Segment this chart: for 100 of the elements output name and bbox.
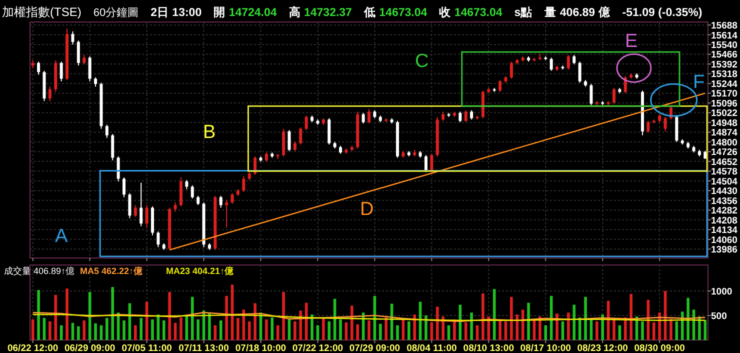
bar [464,322,468,340]
text: -51.09 (-0.35%) [622,7,702,19]
bar [601,314,604,340]
x-tick-label: 07/18 10:00 [235,343,286,353]
bar [442,316,444,340]
bar [94,323,97,340]
x-tick-label: 08/17 10:00 [520,343,571,353]
annotation: C [415,51,429,72]
bar [396,325,399,340]
bar [516,314,519,340]
bar [248,321,251,340]
candlestick [458,111,462,123]
text: 量 406.89 億 [544,5,612,19]
candlestick [282,128,286,157]
bar [378,324,382,340]
candlestick [174,202,177,212]
candlestick [293,141,296,152]
bar [487,316,490,340]
bar [151,319,154,340]
y-tick-label: 14060 [711,234,738,246]
bar [106,318,108,340]
chart-subtitle: 60分鐘圖 [93,7,139,19]
candlestick [566,54,570,70]
y-tick-label: 14800 [711,137,738,148]
bar [413,314,416,340]
bar [122,320,126,340]
bar [572,304,576,340]
candlestick [196,195,200,206]
candlestick [646,120,650,134]
bar [482,293,484,340]
candlestick [82,54,86,65]
candlestick [179,176,182,207]
y-tick-label: 15244 [711,78,738,90]
y-tick-label: 14874 [711,128,738,139]
candlestick [264,152,268,162]
bar [527,302,530,340]
candlestick [442,111,445,122]
x-tick-label: 08/10 13:00 [463,343,514,353]
bar [282,292,285,340]
bar [498,319,502,340]
y-tick-label: 14282 [711,206,738,217]
candlestick [145,204,148,228]
bar [510,296,513,340]
candlestick [37,61,40,76]
bar [219,320,222,340]
bar [310,314,314,340]
bar [77,326,80,340]
y-tick-label: 14356 [711,196,738,207]
candlestick [578,61,582,84]
candlestick [156,230,160,248]
bar [624,317,627,340]
bar [686,298,690,340]
candlestick [675,115,678,142]
bar [424,315,428,340]
text: MA23 404.21↑億 [166,266,235,276]
bar [612,319,616,340]
candlestick [299,126,302,146]
bar [162,320,166,340]
bar [339,319,342,340]
candlestick [590,83,593,106]
candlestick [225,199,228,228]
bar [538,316,542,340]
bar [48,321,52,340]
candlestick [612,87,616,104]
y-tick-label: 15318 [711,69,738,80]
candlestick [134,204,137,218]
annotation: E [625,31,638,52]
x-tick-label: 08/23 12:00 [577,343,628,353]
x-tick-label: 06/29 09:00 [64,343,116,353]
bar [356,324,360,340]
x-tick-label: 07/22 12:00 [292,343,344,353]
candlestick [48,86,52,102]
bar [54,294,58,340]
bar [190,296,194,340]
bar [66,288,68,340]
y-tick-label: 14430 [711,186,738,198]
text: 收 14673.04 [439,6,503,19]
text: 2日 13:00 [150,6,202,19]
candlestick [185,180,188,190]
y-tick-label: 14208 [711,215,738,226]
text: 低 14673.04 [362,6,428,19]
y-tick-label: 15022 [711,108,738,120]
y-tick-label: 14726 [711,147,738,158]
bar [168,292,171,340]
candlestick [128,192,132,219]
candlestick [470,110,474,120]
candlestick [71,30,74,46]
bar [584,296,587,340]
bar [567,312,570,340]
candlestick [219,195,222,208]
bar [37,290,40,340]
candlestick [510,61,513,80]
chart-title: 成交量 406.89↑億 [4,266,75,276]
y-tick-label: 15540 [711,40,738,52]
candlestick [190,184,194,200]
bar [265,319,268,340]
candlestick [304,115,308,131]
candlestick [498,80,502,92]
y-tick-label: 14134 [711,225,738,236]
bar [82,320,86,340]
